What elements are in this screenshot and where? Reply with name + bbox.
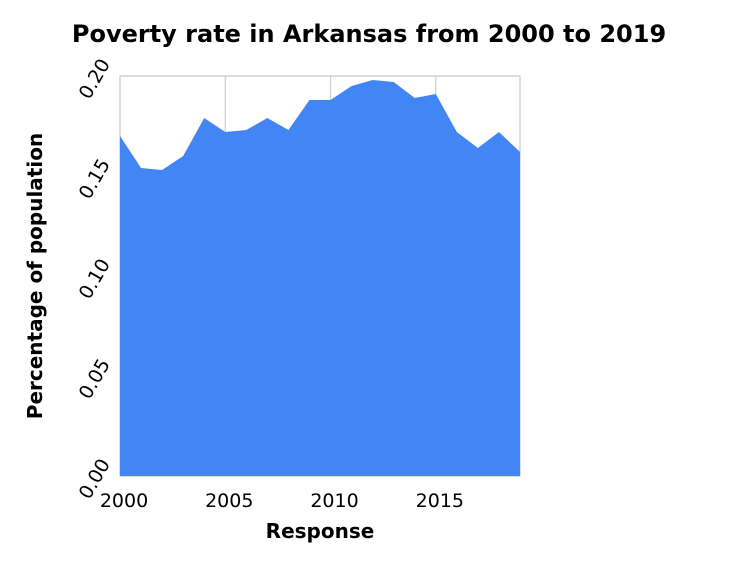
plot-area bbox=[120, 80, 520, 476]
y-tick-label-4: 0.20 bbox=[75, 55, 115, 103]
x-tick-label-2: 2010 bbox=[310, 490, 358, 512]
y-tick-label-1: 0.05 bbox=[75, 355, 115, 403]
x-axis-label: Response bbox=[266, 519, 375, 543]
chart-title: Poverty rate in Arkansas from 2000 to 20… bbox=[72, 20, 666, 48]
x-tick-label-3: 2015 bbox=[416, 490, 464, 512]
area-series bbox=[120, 80, 520, 476]
x-axis-ticks: 2000 2005 2010 2015 bbox=[100, 490, 464, 512]
x-tick-label-1: 2005 bbox=[205, 490, 253, 512]
y-axis-ticks: 0.000.050.100.150.20 bbox=[75, 55, 115, 503]
x-tick-label-0: 2000 bbox=[100, 490, 148, 512]
y-tick-label-3: 0.15 bbox=[75, 155, 115, 203]
y-tick-label-2: 0.10 bbox=[75, 255, 115, 303]
y-axis-label: Percentage of population bbox=[23, 133, 47, 419]
